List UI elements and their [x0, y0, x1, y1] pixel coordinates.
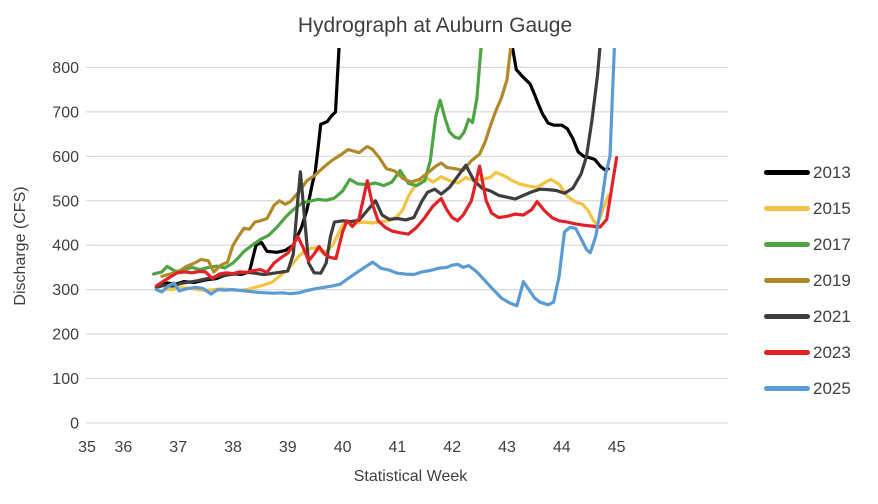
legend-swatch-2021 [764, 313, 810, 319]
y-tick-label-800: 800 [52, 60, 79, 77]
x-tick-label-45: 45 [608, 439, 626, 456]
x-tick-label-43: 43 [498, 439, 516, 456]
y-tick-label-600: 600 [52, 149, 79, 166]
series-line-2013 [157, 48, 611, 287]
legend-swatch-2023 [764, 349, 810, 355]
y-tick-label-700: 700 [52, 104, 79, 121]
legend-item-2023: 2023 [764, 334, 876, 370]
gridlines [86, 66, 728, 424]
legend-item-2013: 2013 [764, 154, 876, 190]
x-tick-label-35: 35 [78, 439, 96, 456]
x-tick-label-41: 41 [389, 439, 407, 456]
legend-item-2019: 2019 [764, 262, 876, 298]
legend-label: 2023 [813, 342, 851, 362]
x-axis-tick-labels: 35 36 37 38 39 40 41 42 43 44 45 [78, 439, 625, 456]
legend-swatch-2017 [764, 241, 810, 247]
legend: 2013 2015 2017 2019 2021 2023 2025 [764, 154, 876, 406]
legend-item-2025: 2025 [764, 370, 876, 406]
y-tick-label-300: 300 [52, 282, 79, 299]
x-tick-label-44: 44 [553, 439, 571, 456]
legend-swatch-2013 [764, 169, 810, 175]
y-axis-title: Discharge (CFS) [12, 186, 29, 305]
y-tick-label-0: 0 [70, 416, 79, 433]
y-tick-label-200: 200 [52, 327, 79, 344]
x-tick-label-36: 36 [115, 439, 133, 456]
x-tick-label-39: 39 [279, 439, 297, 456]
x-tick-label-40: 40 [334, 439, 352, 456]
series-line-2025 [154, 48, 616, 308]
y-tick-label-500: 500 [52, 193, 79, 210]
legend-label: 2019 [813, 270, 851, 290]
legend-label: 2017 [813, 234, 851, 254]
legend-label: 2013 [813, 162, 851, 182]
legend-label: 2015 [813, 198, 851, 218]
legend-label: 2025 [813, 378, 851, 398]
legend-item-2021: 2021 [764, 298, 876, 334]
series-line-2019 [160, 48, 513, 278]
x-axis-title: Statistical Week [353, 468, 468, 485]
legend-item-2015: 2015 [764, 190, 876, 226]
x-tick-label-38: 38 [224, 439, 242, 456]
series-line-2017 [151, 48, 483, 276]
series-line-2023 [154, 156, 619, 288]
legend-swatch-2019 [764, 277, 810, 283]
x-tick-label-37: 37 [169, 439, 187, 456]
y-tick-label-400: 400 [52, 238, 79, 255]
series-lines [151, 48, 619, 308]
y-axis-tick-labels: 0 100 200 300 400 500 600 700 800 [52, 60, 79, 433]
chart-title: Hydrograph at Auburn Gauge [297, 14, 573, 37]
legend-item-2017: 2017 [764, 226, 876, 262]
x-tick-label-42: 42 [443, 439, 461, 456]
legend-swatch-2015 [764, 205, 810, 211]
legend-swatch-2025 [764, 385, 810, 391]
y-tick-label-100: 100 [52, 371, 79, 388]
legend-label: 2021 [813, 306, 851, 326]
